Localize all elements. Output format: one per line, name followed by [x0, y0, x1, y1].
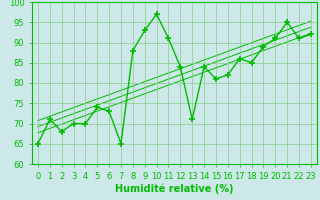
X-axis label: Humidité relative (%): Humidité relative (%)	[115, 183, 234, 194]
